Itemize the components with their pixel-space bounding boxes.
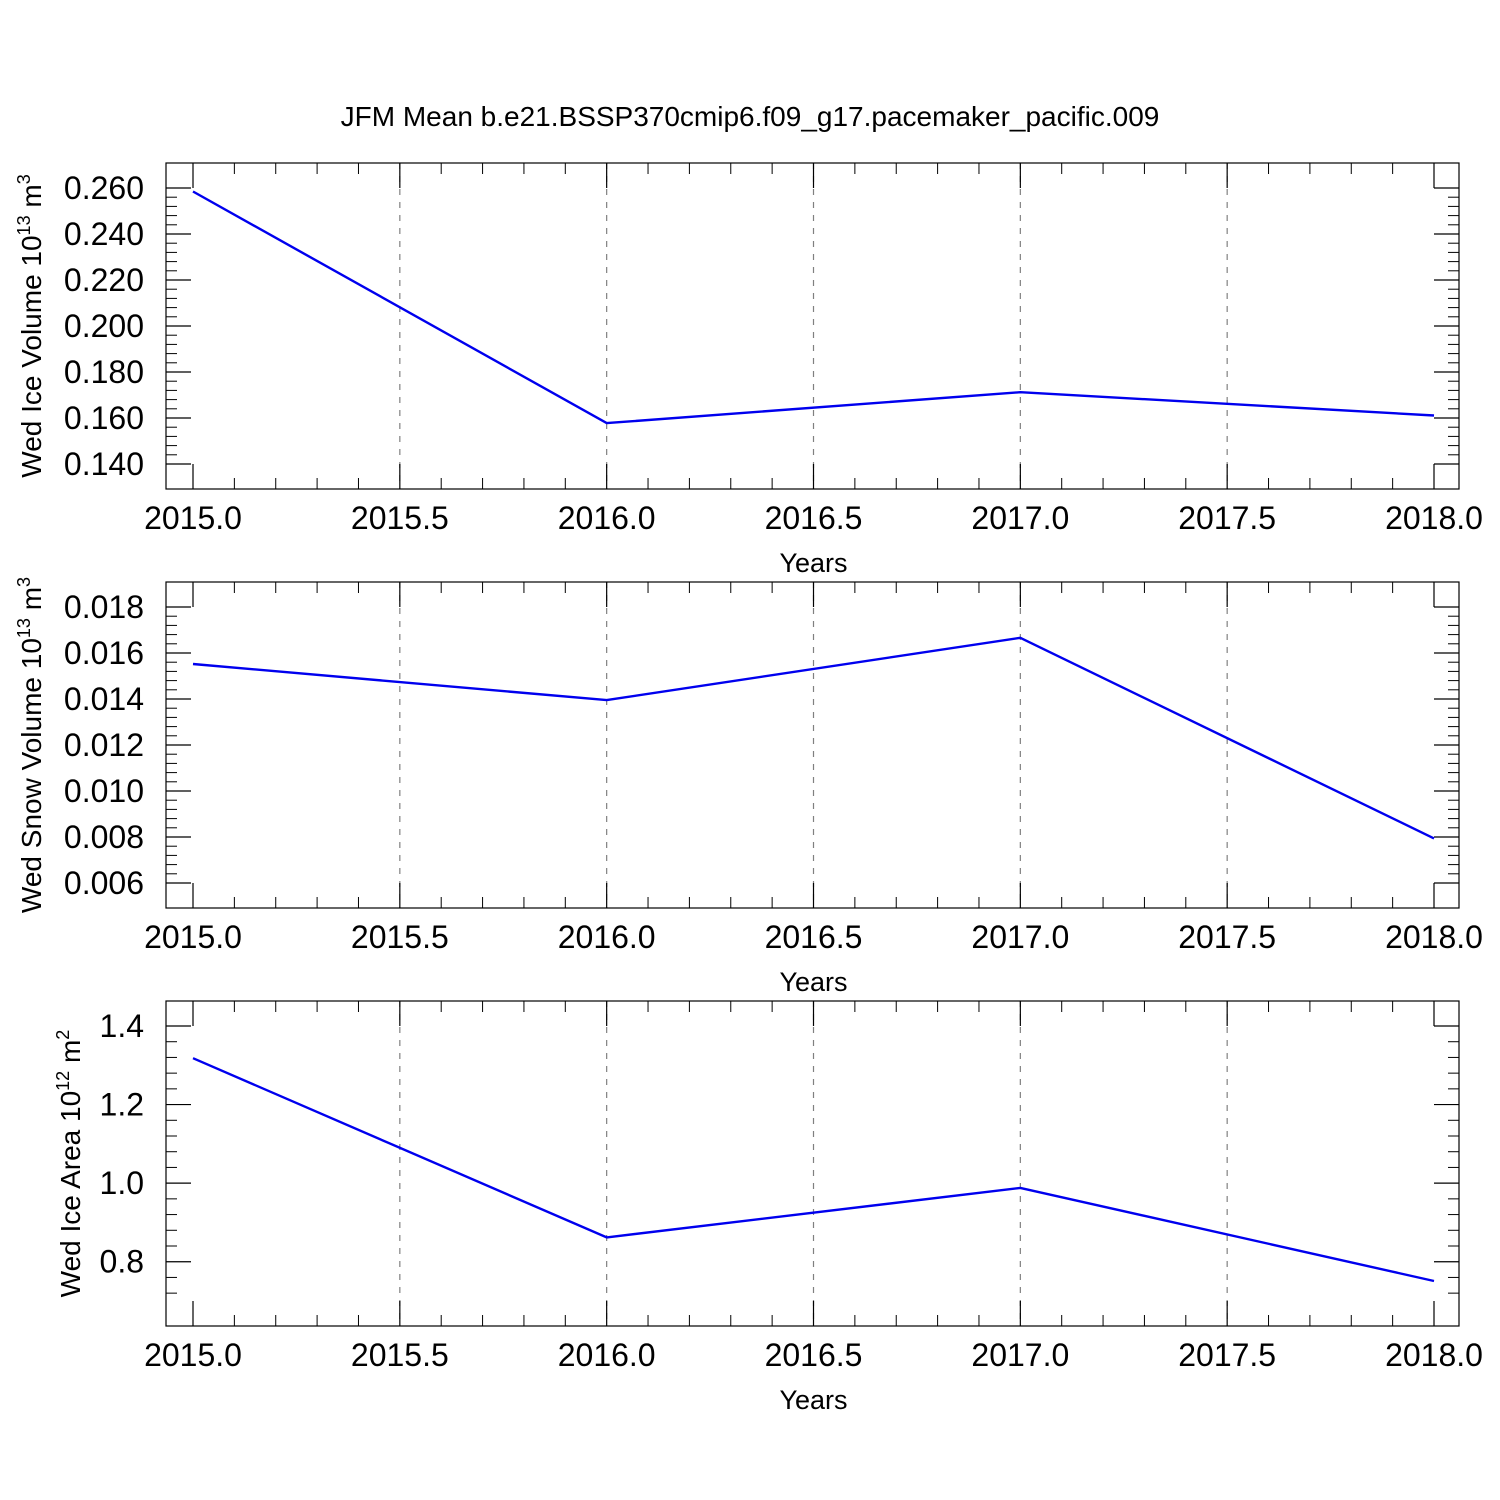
x-tick-label: 2017.0 — [971, 919, 1069, 955]
x-tick-label: 2018.0 — [1385, 919, 1483, 955]
y-tick-label: 0.220 — [64, 262, 144, 298]
y-axis-label-text: m — [55, 1040, 86, 1071]
y-axis-label-superscript: 2 — [53, 1030, 73, 1040]
x-tick-label: 2016.0 — [558, 500, 656, 536]
series-line — [192, 190, 1435, 425]
plot-frame — [165, 1000, 1460, 1327]
y-tick-label: 0.014 — [64, 681, 144, 717]
x-tick-label: 2016.0 — [558, 919, 656, 955]
y-axis-label: Wed Ice Area 1012 m2 — [53, 1030, 86, 1298]
y-tick-label: 0.018 — [64, 589, 144, 625]
y-tick-label: 0.240 — [64, 216, 144, 252]
x-tick-label: 2016.5 — [765, 1337, 863, 1373]
y-axis-label-text: m — [16, 587, 47, 618]
chart-panel-3: 2015.0 2015.5 2016.0 2016.5 2017.0 2017.5 2018… — [53, 1000, 1483, 1415]
y-axis-label-superscript: 13 — [14, 215, 34, 235]
y-axis-label-text: m — [16, 184, 47, 215]
chart-panel-2: 2015.0 2015.5 2016.0 2016.5 2017.0 2017.5 2018… — [14, 577, 1483, 997]
x-tick-label: 2018.0 — [1385, 500, 1483, 536]
x-tick-label: 2015.5 — [351, 919, 449, 955]
y-tick-label: 1.2 — [100, 1087, 144, 1123]
x-tick-label: 2016.5 — [765, 500, 863, 536]
x-tick-label: 2017.5 — [1178, 500, 1276, 536]
y-tick-label: 0.180 — [64, 354, 144, 390]
x-axis-label: Years — [779, 548, 847, 578]
x-tick-label: 2015.0 — [144, 919, 242, 955]
y-axis-label-superscript: 13 — [14, 618, 34, 638]
y-axis-label: Wed Snow Volume 1013 m3 — [14, 577, 47, 913]
x-tick-label: 2017.5 — [1178, 1337, 1276, 1373]
plot-frame — [165, 162, 1460, 490]
y-tick-label: 0.200 — [64, 308, 144, 344]
y-tick-label: 0.010 — [64, 773, 144, 809]
y-axis-label-text: Wed Ice Volume 10 — [16, 235, 47, 477]
plot-frame — [165, 581, 1460, 909]
y-tick-label: 1.0 — [100, 1165, 144, 1201]
series-line — [192, 636, 1435, 840]
y-tick-label: 0.008 — [64, 819, 144, 855]
x-tick-label: 2017.0 — [971, 1337, 1069, 1373]
x-axis-label: Years — [779, 967, 847, 997]
x-tick-label: 2018.0 — [1385, 1337, 1483, 1373]
x-tick-label: 2015.5 — [351, 500, 449, 536]
series-line — [192, 1057, 1435, 1283]
y-tick-label: 0.260 — [64, 170, 144, 206]
y-axis-label-superscript: 12 — [53, 1071, 73, 1091]
y-axis-label-superscript: 3 — [14, 577, 34, 587]
y-tick-label: 0.8 — [100, 1244, 144, 1280]
y-tick-label: 0.016 — [64, 635, 144, 671]
y-tick-label: 0.012 — [64, 727, 144, 763]
x-tick-label: 2016.0 — [558, 1337, 656, 1373]
y-tick-label: 0.160 — [64, 400, 144, 436]
x-tick-label: 2015.5 — [351, 1337, 449, 1373]
x-tick-label: 2016.5 — [765, 919, 863, 955]
y-tick-label: 0.006 — [64, 865, 144, 901]
x-tick-label: 2017.0 — [971, 500, 1069, 536]
y-axis-label-text: Wed Snow Volume 10 — [16, 638, 47, 913]
y-axis-label: Wed Ice Volume 1013 m3 — [14, 174, 47, 477]
x-tick-label: 2015.0 — [144, 500, 242, 536]
x-axis-label: Years — [779, 1385, 847, 1415]
figure-title: JFM Mean b.e21.BSSP370cmip6.f09_g17.pace… — [341, 101, 1160, 132]
y-axis-label-superscript: 3 — [14, 174, 34, 184]
x-tick-label: 2015.0 — [144, 1337, 242, 1373]
chart-panel-1: 2015.0 2015.5 2016.0 2016.5 2017.0 2017.5 2018… — [14, 162, 1483, 578]
y-tick-label: 0.140 — [64, 446, 144, 482]
x-tick-label: 2017.5 — [1178, 919, 1276, 955]
y-tick-label: 1.4 — [100, 1008, 144, 1044]
y-axis-label-text: Wed Ice Area 10 — [55, 1091, 86, 1298]
